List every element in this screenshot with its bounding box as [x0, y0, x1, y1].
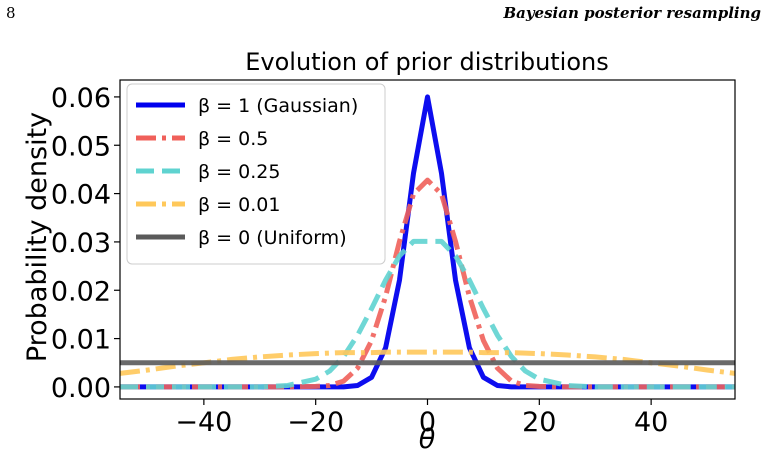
y-tick-label: 0.00 [51, 373, 111, 404]
x-axis-label: θ [419, 424, 436, 455]
x-tick-label: 40 [634, 407, 668, 438]
legend-label-4: β = 0.01 [198, 194, 280, 216]
y-tick-label: 0.06 [51, 83, 111, 114]
series-line-3 [120, 238, 735, 390]
series-line-4 [120, 349, 735, 376]
legend-box [126, 83, 386, 265]
x-tick-label: −20 [287, 407, 344, 438]
legend-label-1: β = 1 (Gaussian) [198, 95, 358, 117]
y-tick-label: 0.02 [51, 276, 111, 307]
y-tick-label: 0.05 [51, 131, 111, 162]
x-tick-label: 0 [419, 407, 436, 438]
y-tick-label: 0.03 [51, 228, 111, 259]
legend-label-5: β = 0 (Uniform) [198, 227, 347, 249]
y-tick-label: 0.04 [51, 180, 111, 211]
plot-area [119, 79, 736, 400]
series-line-2 [120, 177, 735, 390]
y-axis-label: Probability density [22, 112, 53, 362]
legend: β = 1 (Gaussian) β = 0.5 β = 0.25 β = 0.01 β… [126, 83, 386, 265]
y-tick-label: 0.01 [51, 325, 111, 356]
y-axis: 0.00 0.01 0.02 0.03 0.04 0.05 0.06 [51, 83, 120, 404]
x-tick-label: 20 [522, 407, 556, 438]
legend-label-2: β = 0.5 [198, 128, 268, 150]
page-number: 8 [6, 4, 16, 22]
chart-title: Evolution of prior distributions [245, 48, 609, 76]
x-axis: −40 −20 0 20 40 [175, 399, 668, 438]
legend-label-3: β = 0.25 [198, 161, 280, 183]
running-title: Bayesian posterior resampling [503, 4, 761, 22]
x-tick-label: −40 [175, 407, 232, 438]
